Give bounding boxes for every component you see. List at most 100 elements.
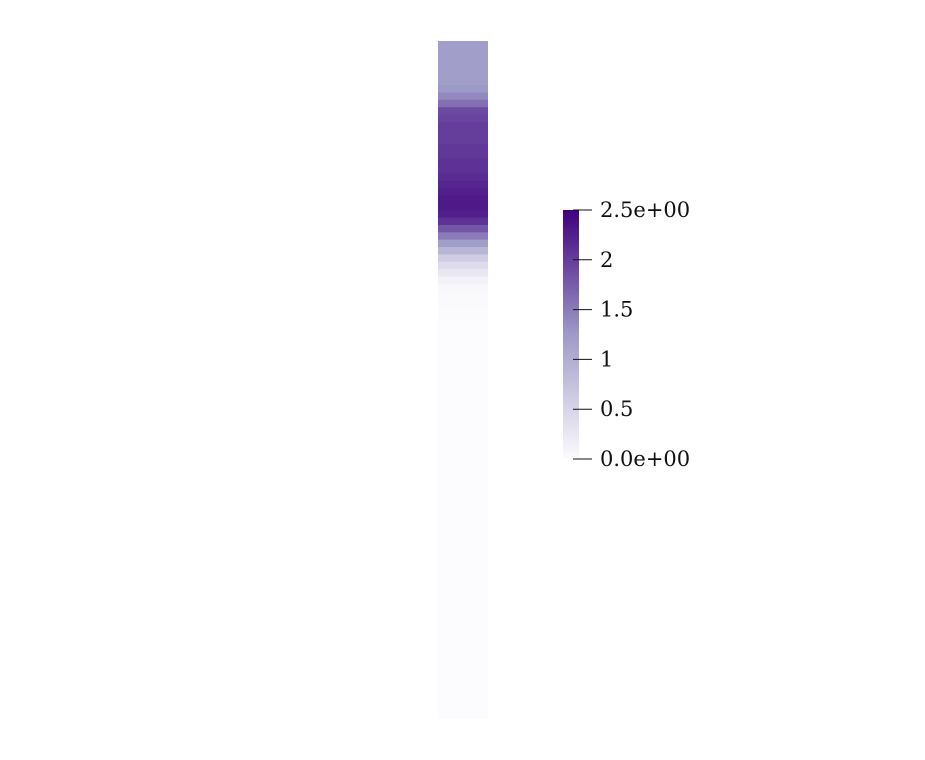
colorbar-tick-label: 2.5e+00 (600, 198, 690, 222)
heatmap-cell (438, 629, 488, 638)
heatmap-cell (438, 592, 488, 601)
heatmap-cell (438, 217, 488, 226)
heatmap-cell (438, 423, 488, 432)
heatmap-cell (438, 151, 488, 160)
heatmap-cell (438, 431, 488, 439)
colorbar-tick-label: 1.5 (600, 298, 633, 322)
heatmap-cell (438, 232, 488, 241)
colorbar-tick-label: 2 (600, 248, 613, 272)
heatmap-cell (438, 695, 488, 704)
heatmap-cell (438, 92, 488, 101)
heatmap-cell (438, 55, 488, 64)
heatmap-cell (438, 372, 488, 381)
heatmap-cell (438, 467, 488, 476)
heatmap-cell (438, 379, 488, 388)
heatmap-cell (438, 254, 488, 263)
heatmap-cell (438, 541, 488, 550)
heatmap-cell (438, 438, 488, 447)
heatmap-cell (438, 48, 488, 57)
heatmap-cell (438, 173, 488, 182)
heatmap-cell (438, 556, 488, 565)
heatmap-cell (438, 298, 488, 307)
heatmap-cell (438, 247, 488, 255)
heatmap-cell (438, 144, 488, 152)
heatmap-cell (438, 534, 488, 542)
heatmap-cell (438, 703, 488, 712)
heatmap-cell (438, 688, 488, 697)
heatmap-cell (438, 511, 488, 520)
colorbar-ticks: 2.5e+00 2 1.5 1 0.5 0.0e+00 (573, 198, 690, 471)
heatmap-cell (438, 482, 488, 491)
heatmap-cell (438, 180, 488, 189)
heatmap-cell (438, 607, 488, 616)
heatmap-cell (438, 313, 488, 322)
heatmap-cell (438, 41, 488, 49)
heatmap-cell (438, 195, 488, 204)
heatmap-cell (438, 342, 488, 351)
colorbar-tick-label: 1 (600, 347, 613, 371)
heatmap-cell (438, 453, 488, 462)
heatmap-cell (438, 445, 488, 454)
heatmap-cell (438, 614, 488, 623)
heatmap-cell (438, 276, 488, 285)
heatmap-cell (438, 129, 488, 138)
heatmap-cell (438, 291, 488, 300)
heatmap-cell (438, 121, 488, 130)
heatmap-cell (438, 644, 488, 653)
heatmap-cell (438, 600, 488, 609)
heatmap-cell (438, 563, 488, 572)
heatmap-cell (438, 681, 488, 690)
heatmap-cell (438, 497, 488, 506)
heatmap-cell (438, 136, 488, 145)
heatmap-cell (438, 320, 488, 329)
heatmap-cell (438, 77, 488, 86)
heatmap-cell (438, 570, 488, 579)
heatmap-cell (438, 585, 488, 594)
heatmap-cell (438, 210, 488, 219)
heatmap-cell (438, 202, 488, 211)
heatmap-cell (438, 85, 488, 94)
heatmap-cell (438, 327, 488, 336)
heatmap-cell (438, 239, 488, 248)
heatmap-cell (438, 519, 488, 528)
heatmap-cell (438, 651, 488, 660)
heatmap-cell (438, 416, 488, 425)
heatmap-column (438, 41, 488, 719)
heatmap-cell (438, 188, 488, 197)
heatmap-cell (438, 408, 488, 417)
heatmap-cell (438, 114, 488, 123)
heatmap-cell (438, 548, 488, 557)
colorbar: 2.5e+00 2 1.5 1 0.5 0.0e+00 (563, 198, 690, 471)
colorbar-tick-label: 0.0e+00 (600, 447, 690, 471)
heatmap-cell (438, 350, 488, 359)
heatmap-cell (438, 401, 488, 410)
heatmap-cell (438, 261, 488, 270)
heatmap-cell (438, 386, 488, 395)
heatmap-cell (438, 622, 488, 631)
heatmap-cell (438, 394, 488, 403)
heatmap-cell (438, 305, 488, 314)
heatmap-cell (438, 578, 488, 587)
heatmap-cell (438, 489, 488, 498)
heatmap-cell (438, 526, 488, 535)
heatmap-cell (438, 637, 488, 646)
heatmap-cell (438, 710, 488, 719)
heatmap-cell (438, 659, 488, 668)
heatmap-cell (438, 99, 488, 108)
colorbar-gradient (563, 210, 579, 459)
heatmap-cell (438, 666, 488, 675)
heatmap-cell (438, 107, 488, 116)
heatmap-cell (438, 158, 488, 167)
heatmap-cell (438, 460, 488, 469)
heatmap-cell (438, 357, 488, 366)
heatmap-cell (438, 364, 488, 373)
heatmap-cell (438, 673, 488, 682)
heatmap-cell (438, 335, 488, 344)
colorbar-tick-label: 0.5 (600, 397, 633, 421)
heatmap-cell (438, 166, 488, 175)
heatmap-cell (438, 283, 488, 292)
heatmap-cell (438, 70, 488, 79)
heatmap-cell (438, 63, 488, 72)
heatmap-cell (438, 269, 488, 278)
